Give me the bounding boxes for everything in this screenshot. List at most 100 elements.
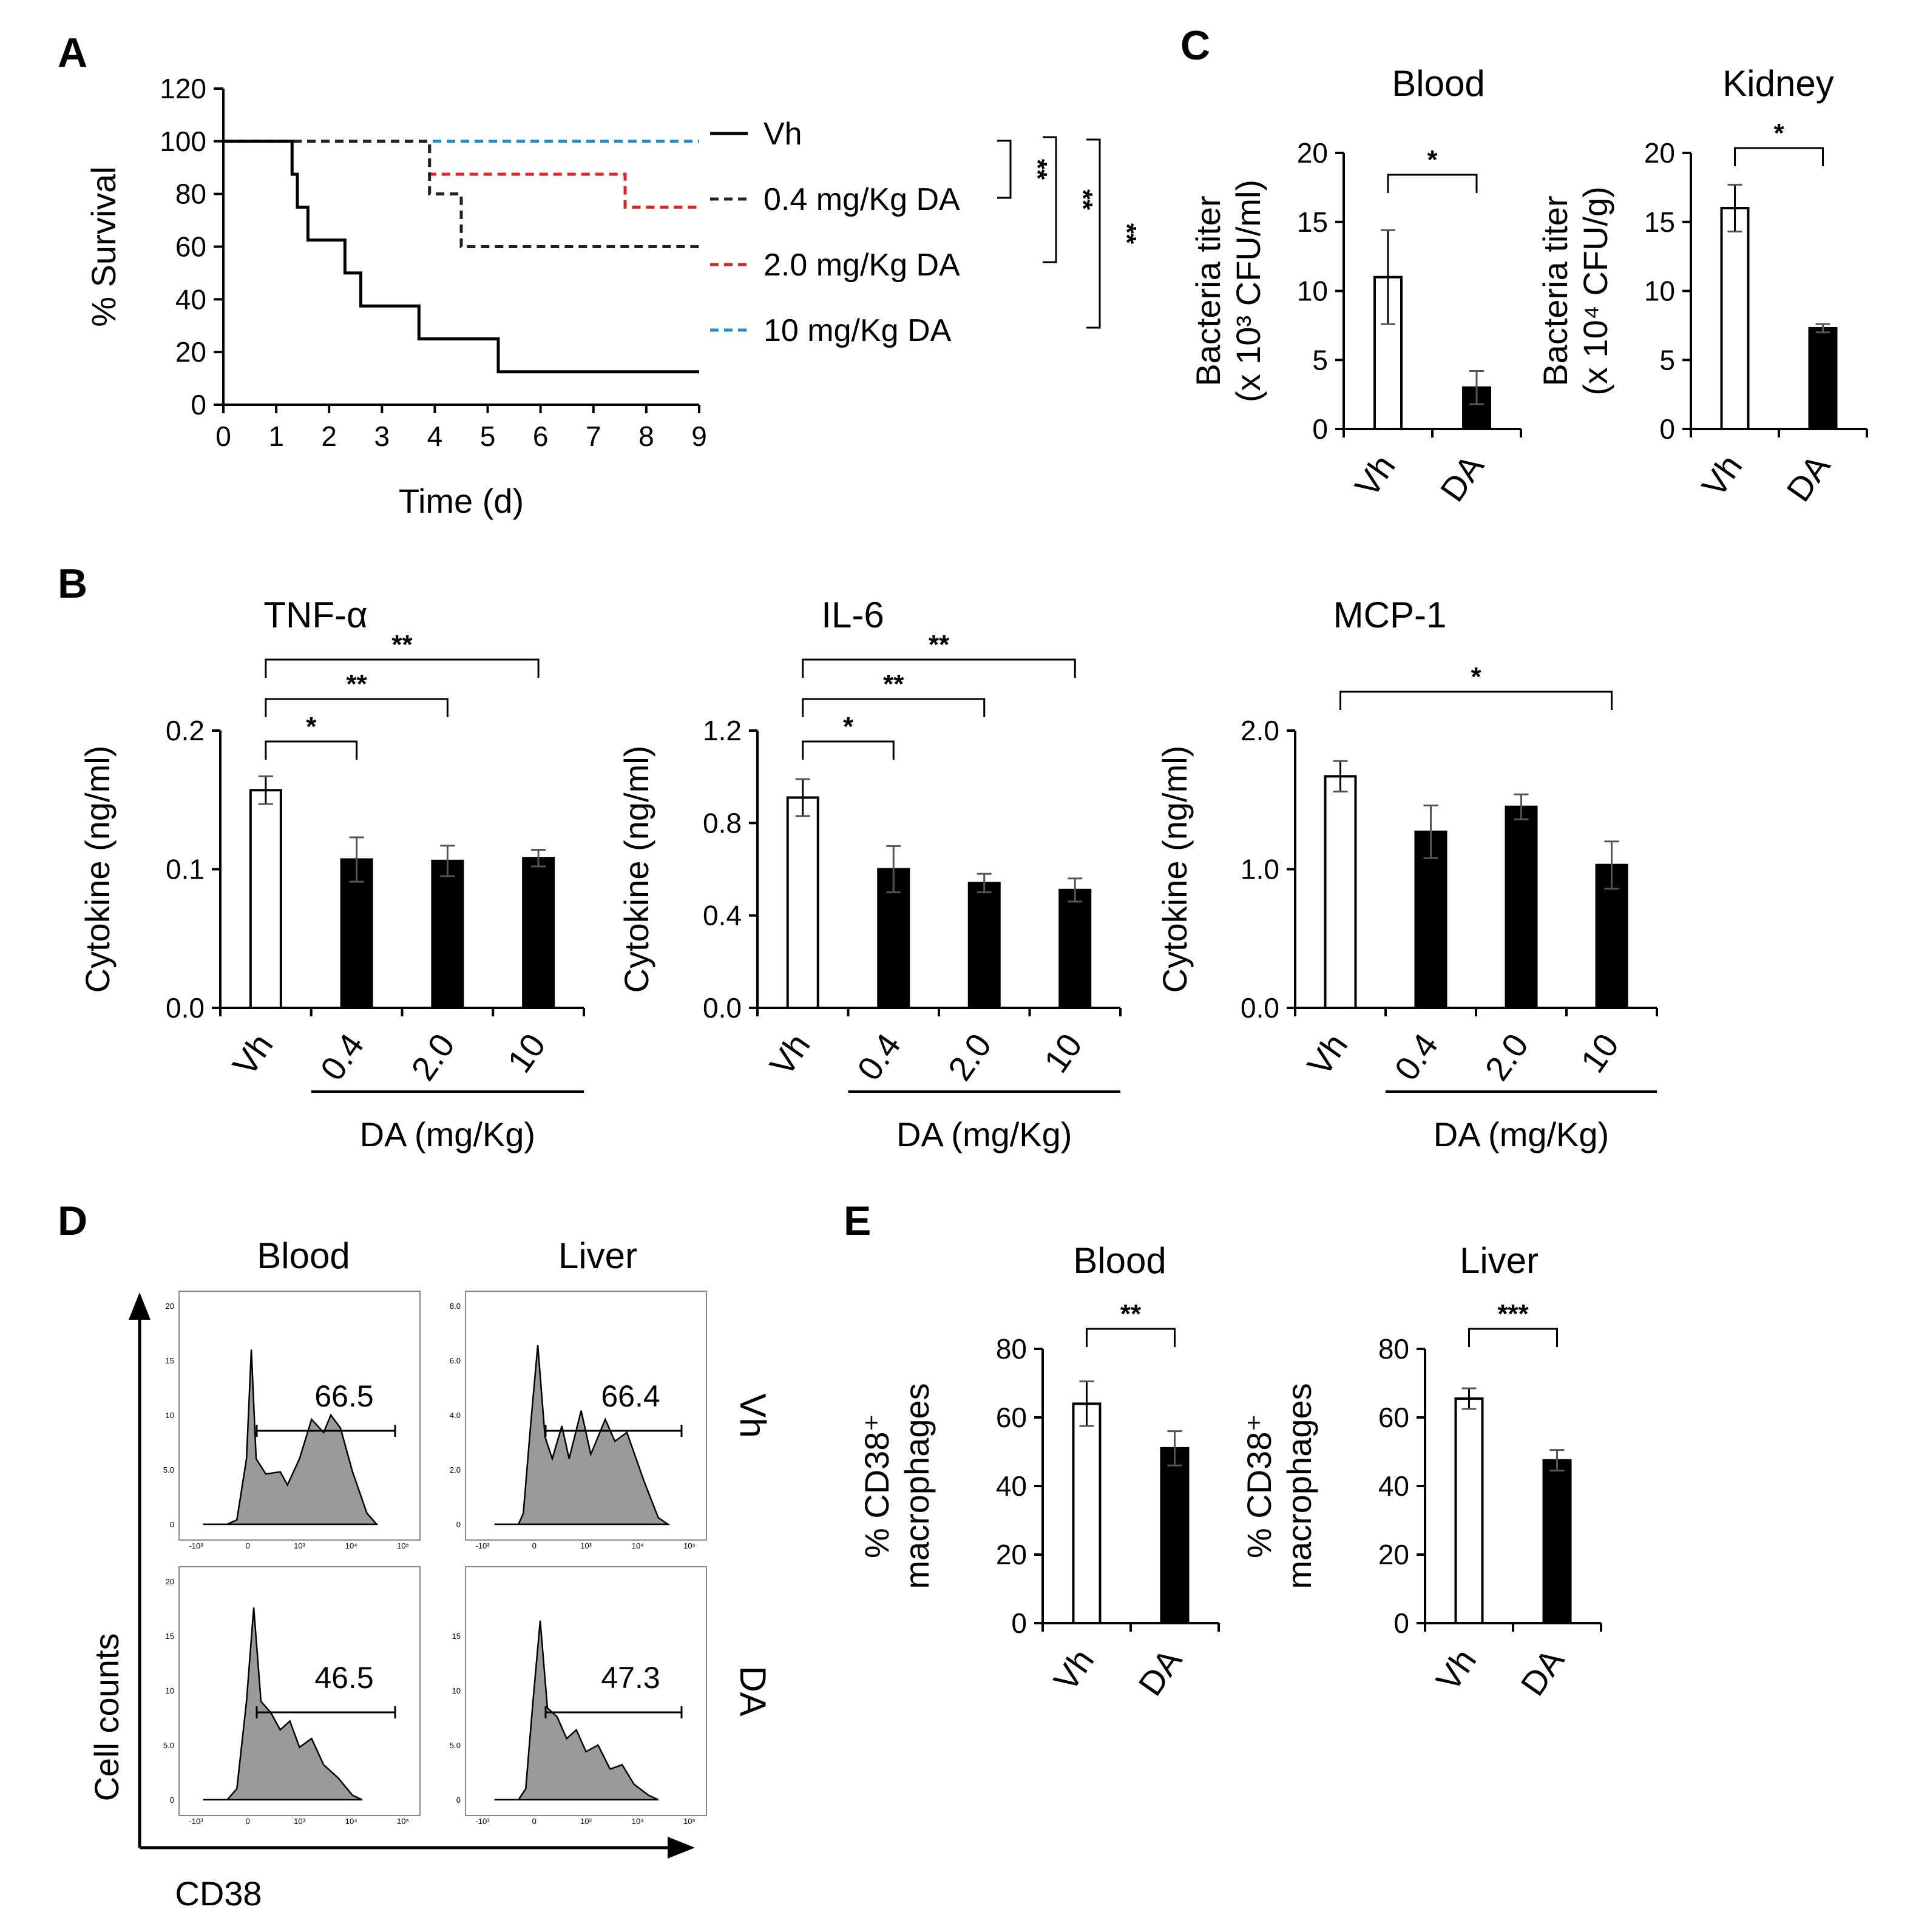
bar-10 (522, 857, 555, 1009)
significance-label: * (306, 712, 317, 741)
mcp1-chart: 0.0 1.0 2.0 Vh 0.4 2.0 10 MCP-1 Cytokine (ng/ml)… (1156, 595, 1658, 1153)
y-tick-label: 40 (175, 283, 206, 315)
x-tick-label: 2.0 (404, 1027, 462, 1087)
y-tick-label: 0.2 (166, 715, 205, 746)
y-tick-label: 20 (1378, 1539, 1409, 1570)
significance-label: ** (929, 630, 950, 660)
x-tick-label: 2 (321, 421, 337, 452)
bar-2.0 (967, 882, 1001, 1009)
significance-label: * (843, 712, 854, 741)
x-tick-label: 0.4 (313, 1027, 371, 1087)
x-tick-label: DA (1131, 1641, 1190, 1702)
x-tick-label: 10 (500, 1027, 553, 1079)
y-tick-label: 5 (1312, 344, 1328, 376)
y-tick-label: 80 (1378, 1333, 1409, 1365)
flow-x-tick-label: -10³ (475, 1817, 490, 1826)
significance-label: * (1427, 145, 1438, 175)
x-tick-label: Vh (762, 1027, 818, 1083)
flow-y-tick-label: 0 (456, 1795, 461, 1805)
arrow-head-right (668, 1837, 695, 1859)
y-tick-label: 5 (1659, 344, 1675, 376)
y-axis-label: (x 10³ CFU/ml) (1229, 180, 1267, 402)
significance-label: ** (1023, 159, 1052, 180)
significance-bracket (802, 698, 986, 717)
x-tick-label: 2.0 (940, 1027, 998, 1087)
bar-DA (1160, 1447, 1190, 1625)
significance-bracket (1043, 136, 1057, 263)
x-tick-label: DA (1513, 1641, 1572, 1702)
flow-y-tick-label: 5.0 (163, 1741, 174, 1750)
y-tick-label: 1.0 (1241, 854, 1279, 885)
y-tick-label: 0.0 (703, 992, 742, 1024)
bar-Vh (249, 789, 282, 1009)
flow-y-tick-label: 15 (166, 1356, 174, 1365)
significance-label: ** (883, 669, 904, 699)
x-tick-label: Vh (1046, 1642, 1101, 1698)
histogram-da-blood (203, 1607, 363, 1801)
flow-x-tick-label: 0 (532, 1817, 537, 1826)
bar-DA (1808, 326, 1838, 430)
y-axis-label: % Survival (84, 166, 123, 327)
legend-label-0: Vh (764, 117, 802, 152)
flow-x-tick-label: -10³ (189, 1541, 203, 1550)
gate-percentage: 46.5 (314, 1661, 373, 1695)
x-tick-label: Vh (1347, 448, 1403, 504)
y-tick-label: 20 (1644, 137, 1675, 169)
panel-label-b: B (58, 561, 87, 607)
y-tick-label: 20 (175, 336, 206, 368)
flow-y-tick-label: 8.0 (450, 1302, 461, 1311)
x-tick-label: Vh (1428, 1642, 1483, 1698)
y-axis-label: (x 10⁴ CFU/g) (1576, 186, 1614, 396)
y-axis-label: Cytokine (ng/ml) (617, 746, 655, 993)
kidney-titer-chart: 0 5 10 15 20 Vh DA Kidney Bacteria titer (x 10⁴ C… (1536, 63, 1868, 508)
flow-x-tick-label: 10⁵ (683, 1817, 696, 1826)
significance-label: *** (1497, 1299, 1529, 1329)
significance-label: ** (391, 630, 413, 660)
bar-2.0 (1505, 805, 1538, 1010)
flow-x-tick-label: -10³ (189, 1817, 203, 1826)
y-tick-label: 15 (1644, 206, 1675, 238)
y-tick-label: 60 (175, 231, 206, 263)
y-tick-label: 60 (1378, 1402, 1409, 1433)
histogram-frame (465, 1291, 707, 1541)
flow-x-tick-label: 0 (532, 1541, 537, 1550)
gate-percentage: 47.3 (601, 1661, 660, 1695)
flow-x-tick-label: 10³ (580, 1541, 592, 1550)
x-tick-label: DA (1433, 447, 1492, 508)
histogram-frame (178, 1291, 421, 1541)
legend-label-2: 2.0 mg/Kg DA (764, 248, 960, 283)
significance-bracket (802, 740, 895, 760)
x-tick-label: 9 (691, 421, 707, 452)
y-axis-label: % CD38⁺ (858, 1414, 896, 1558)
bar-Vh (1720, 207, 1750, 430)
y-tick-label: 40 (1378, 1470, 1409, 1502)
y-tick-label: 0 (1393, 1607, 1409, 1639)
x-tick-label: 6 (533, 421, 549, 452)
x-tick-label: 5 (480, 421, 496, 452)
significance-bracket (1734, 147, 1824, 166)
x-tick-label: Vh (1694, 448, 1749, 504)
bar-2.0 (431, 859, 464, 1010)
flow-x-tick-label: 10⁴ (632, 1541, 644, 1550)
flow-y-tick-label: 0 (170, 1795, 174, 1805)
significance-bracket (1086, 138, 1101, 329)
panel-label-e: E (844, 1198, 871, 1244)
y-tick-label: 0.1 (166, 854, 205, 885)
significance-bracket (1468, 1328, 1558, 1347)
y-axis-label: Bacteria titer (1536, 195, 1574, 386)
bar-Vh (1072, 1402, 1102, 1624)
flow-y-tick-label: 0 (456, 1520, 461, 1529)
y-tick-label: 100 (160, 126, 206, 157)
y-tick-label: 0.8 (703, 807, 742, 839)
histogram-vh-blood (203, 1349, 379, 1525)
panel-label-c: C (1180, 22, 1210, 69)
y-tick-label: 80 (996, 1333, 1027, 1365)
y-axis-label: Bacteria titer (1189, 195, 1227, 386)
tnf-alpha-chart: 0.0 0.1 0.2 Vh 0.4 2.0 10 TNF-α Cytokine (ng/ml)… (78, 595, 585, 1153)
x-tick-label: 4 (427, 421, 443, 452)
histogram-frame (465, 1566, 707, 1816)
row-label-vh: Vh (733, 1393, 773, 1437)
y-tick-label: 1.2 (703, 715, 742, 746)
flow-y-tick-label: 15 (166, 1632, 174, 1641)
flow-y-tick-label: 10 (166, 1686, 174, 1695)
